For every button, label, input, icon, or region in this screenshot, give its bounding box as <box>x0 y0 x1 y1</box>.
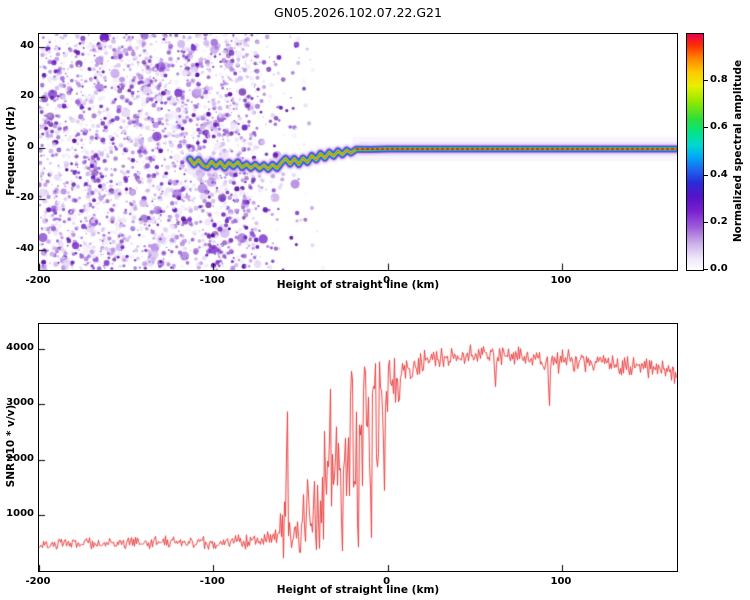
x-tick-label: 100 <box>550 275 572 286</box>
colorbar <box>686 33 704 271</box>
colorbar-tick-mark <box>704 174 708 176</box>
x-tick-label: 100 <box>550 576 572 587</box>
y-tick-label: -20 <box>15 191 34 203</box>
x-tick-label: 0 <box>383 275 391 286</box>
snr-y-axis-label: SNR (10 * v/v) <box>5 404 17 488</box>
x-tick-label: 0 <box>383 576 391 587</box>
colorbar-tick-label: 0.2 <box>710 215 728 227</box>
spectrogram-canvas <box>39 34 677 270</box>
y-tick-label: 1000 <box>6 508 34 520</box>
y-tick-label: 3000 <box>6 397 34 409</box>
spectrogram-panel <box>38 33 678 271</box>
colorbar-tick-mark <box>704 269 708 270</box>
colorbar-tick-label: 0.0 <box>710 263 728 274</box>
y-tick-label: 0 <box>27 141 34 153</box>
spectrogram-x-axis-label: Height of straight line (km) <box>276 279 440 291</box>
y-tick-label: 20 <box>20 90 34 102</box>
colorbar-tick-label: 0.8 <box>710 74 728 86</box>
y-tick-label: 2000 <box>6 452 34 464</box>
y-tick-label: -40 <box>15 242 34 254</box>
snr-x-axis-label: Height of straight line (km) <box>276 584 440 596</box>
chart-title: GN05.2026.102.07.22.G21 <box>274 5 442 20</box>
x-tick-label: -200 <box>25 576 51 587</box>
y-tick-label: 4000 <box>6 341 34 353</box>
colorbar-tick-label: 0.4 <box>710 168 728 180</box>
colorbar-tick-mark <box>704 127 708 129</box>
y-tick-label: 40 <box>20 39 34 51</box>
colorbar-tick-mark <box>704 80 708 82</box>
colorbar-tick-label: 0.6 <box>710 121 728 133</box>
x-tick-label: -100 <box>199 275 225 286</box>
x-tick-label: -100 <box>199 576 225 587</box>
snr-panel <box>38 323 678 572</box>
snr-canvas <box>39 324 677 571</box>
x-tick-label: -200 <box>25 275 51 286</box>
colorbar-tick-mark <box>704 221 708 223</box>
